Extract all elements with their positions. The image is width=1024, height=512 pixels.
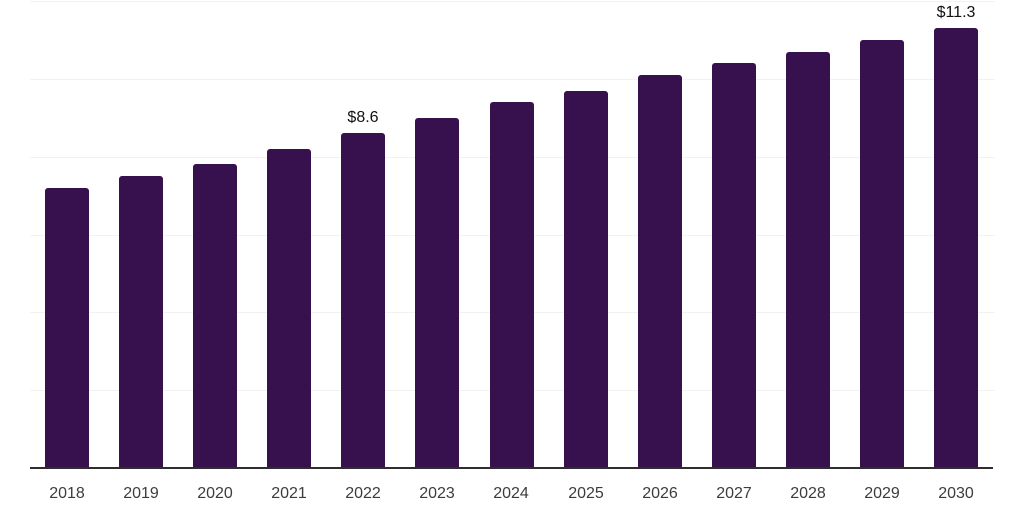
bar-2025 [564, 91, 608, 468]
x-tick-label-2029: 2029 [864, 485, 900, 502]
gridline-y-10 [30, 79, 995, 80]
bar-2019 [119, 176, 163, 468]
x-axis-line [30, 467, 993, 469]
x-tick-label-2028: 2028 [790, 485, 826, 502]
x-tick-label-2018: 2018 [49, 485, 85, 502]
x-tick-label-2023: 2023 [419, 485, 455, 502]
x-tick-label-2027: 2027 [716, 485, 752, 502]
bar-2024 [490, 102, 534, 468]
x-tick-label-2019: 2019 [123, 485, 159, 502]
bar-2022 [341, 133, 385, 468]
bar-2027 [712, 63, 756, 468]
bar-2028 [786, 52, 830, 468]
bar-2021 [267, 149, 311, 468]
gridline-y-12 [30, 1, 995, 2]
x-tick-label-2026: 2026 [642, 485, 678, 502]
x-tick-label-2024: 2024 [493, 485, 529, 502]
data-label-2030: $11.3 [936, 4, 976, 21]
bar-2020 [193, 164, 237, 468]
bar-2029 [860, 40, 904, 468]
x-tick-label-2025: 2025 [568, 485, 604, 502]
x-tick-label-2021: 2021 [271, 485, 307, 502]
bar-2018 [45, 188, 89, 468]
bar-2026 [638, 75, 682, 468]
bar-2030 [934, 28, 978, 468]
bar-2023 [415, 118, 459, 468]
x-tick-label-2030: 2030 [938, 485, 974, 502]
x-tick-label-2022: 2022 [345, 485, 381, 502]
x-tick-label-2020: 2020 [197, 485, 233, 502]
data-label-2022: $8.6 [347, 109, 379, 126]
